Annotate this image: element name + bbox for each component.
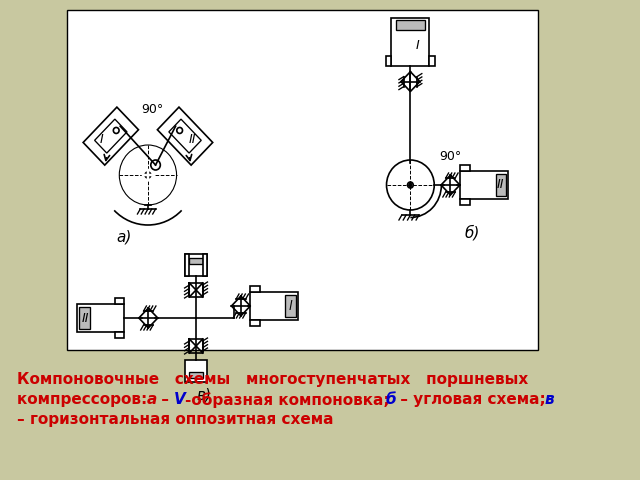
Circle shape [113, 128, 119, 133]
Text: II: II [81, 312, 89, 324]
Bar [391, 18, 429, 66]
Text: II: II [189, 132, 196, 145]
Bar [184, 254, 189, 276]
Text: 90°: 90° [141, 103, 164, 116]
Text: II: II [497, 179, 504, 192]
Bar [115, 298, 124, 304]
Circle shape [409, 183, 412, 187]
Text: б): б) [465, 225, 480, 240]
Text: Компоновочные   схемы   многоступенчатых   поршневых: Компоновочные схемы многоступенчатых пор… [17, 372, 529, 387]
Bar [115, 332, 124, 338]
Circle shape [151, 160, 161, 170]
Bar [460, 171, 508, 199]
Bar [460, 199, 470, 205]
Text: V: V [173, 392, 186, 407]
Text: а): а) [116, 230, 132, 245]
Text: –: – [156, 392, 175, 407]
Circle shape [387, 160, 435, 210]
Text: 90°: 90° [439, 150, 461, 163]
Text: б: б [385, 392, 396, 407]
Bar [250, 292, 298, 320]
Bar [203, 254, 207, 276]
Circle shape [119, 145, 177, 205]
Bar [429, 56, 435, 66]
Bar [496, 174, 506, 196]
Bar [189, 258, 203, 264]
Text: в: в [544, 392, 554, 407]
Text: в): в) [196, 388, 211, 403]
Text: – горизонтальная оппозитная схема: – горизонтальная оппозитная схема [17, 412, 333, 427]
Bar [189, 372, 203, 378]
Bar [184, 254, 207, 276]
Text: l: l [289, 300, 292, 312]
Text: компрессоров:: компрессоров: [17, 392, 153, 407]
Bar [250, 286, 260, 292]
Polygon shape [95, 119, 127, 153]
Bar [285, 295, 296, 317]
Text: I: I [416, 39, 420, 52]
Text: I: I [99, 132, 103, 145]
Bar [250, 320, 260, 326]
Bar [67, 10, 538, 350]
Circle shape [145, 172, 151, 178]
Bar [460, 165, 470, 171]
Polygon shape [83, 107, 138, 165]
Bar [396, 20, 425, 30]
Polygon shape [169, 119, 201, 153]
Text: -образная компоновка;: -образная компоновка; [185, 392, 395, 408]
Bar [79, 307, 90, 329]
Text: – угловая схема;: – угловая схема; [396, 392, 551, 407]
Circle shape [177, 128, 182, 133]
Bar [385, 56, 391, 66]
Bar [184, 360, 207, 382]
Text: а: а [147, 392, 157, 407]
Bar [77, 304, 124, 332]
Polygon shape [157, 107, 212, 165]
Circle shape [408, 182, 413, 188]
